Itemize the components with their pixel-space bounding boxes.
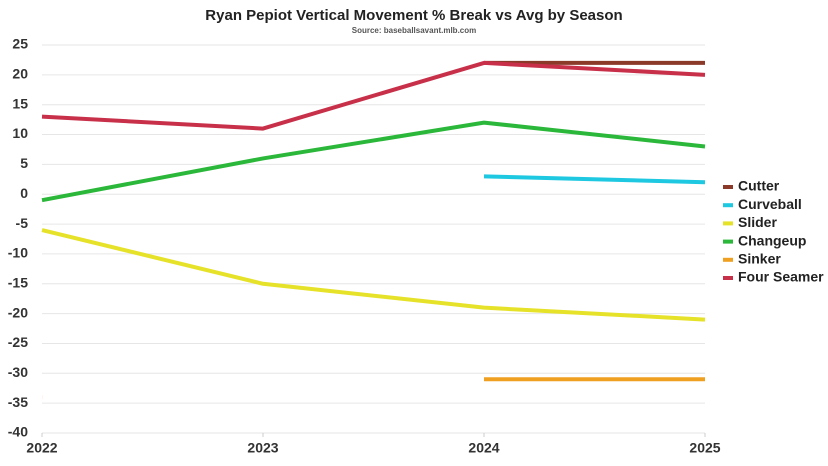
legend-swatch <box>723 203 733 208</box>
chart-title: Ryan Pepiot Vertical Movement % Break vs… <box>205 7 622 24</box>
y-tick-label: 10 <box>12 125 28 141</box>
y-tick-label: 0 <box>20 185 28 201</box>
chart-subtitle: Source: baseballsavant.mlb.com <box>352 26 477 35</box>
x-tick-label: 2024 <box>468 440 499 456</box>
y-tick-label: -35 <box>8 394 28 410</box>
series-line <box>42 377 705 400</box>
x-tick-label: 2025 <box>689 440 720 456</box>
y-tick-label: 15 <box>12 95 28 111</box>
legend-label: Four Seamer <box>738 269 824 285</box>
legend-label: Changeup <box>738 232 806 248</box>
legend-swatch <box>723 239 733 244</box>
legend-label: Slider <box>738 214 777 230</box>
series-line <box>483 174 706 185</box>
y-tick-label: -40 <box>8 424 28 440</box>
legend-label: Cutter <box>738 178 780 194</box>
x-tick-label: 2023 <box>247 440 278 456</box>
y-tick-label: 25 <box>12 36 28 52</box>
legend-swatch <box>723 276 733 280</box>
y-tick-label: 20 <box>12 66 28 82</box>
legend-swatch <box>723 257 733 262</box>
y-tick-label: -15 <box>8 274 28 290</box>
legend-swatch <box>723 221 733 226</box>
y-tick-label: 5 <box>20 155 28 171</box>
legend-swatch <box>723 185 733 189</box>
legend-label: Sinker <box>738 251 781 267</box>
y-tick-label: -30 <box>8 364 28 380</box>
y-tick-label: -20 <box>8 304 28 320</box>
y-tick-label: -25 <box>8 334 28 350</box>
series-line <box>41 60 706 131</box>
legend-label: Curveball <box>738 196 802 212</box>
y-tick-label: -10 <box>8 245 28 261</box>
y-tick-label: -5 <box>16 215 29 231</box>
x-tick-label: 2022 <box>26 440 57 456</box>
series-line <box>41 228 706 322</box>
series-line <box>41 120 706 203</box>
